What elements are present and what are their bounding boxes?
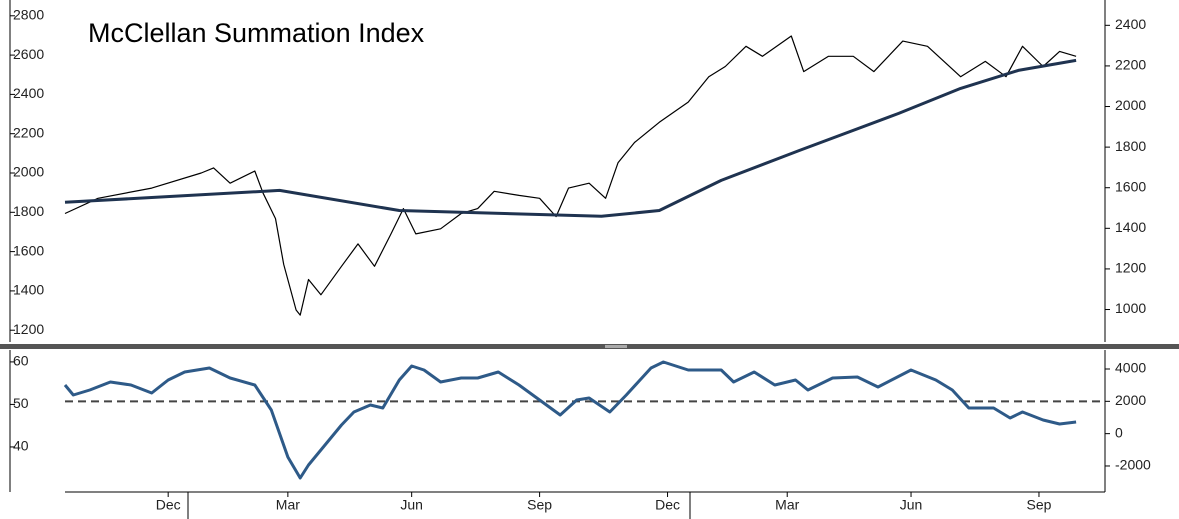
y2-tick-label: 1400: [1115, 219, 1146, 235]
x-tick-label: Mar: [775, 497, 799, 513]
y2-tick-label: 2200: [1115, 57, 1146, 73]
y2-tick-label: 2000: [1115, 97, 1146, 113]
y2-tick-label: 2400: [1115, 16, 1146, 32]
x-tick-label: Dec: [655, 497, 680, 513]
series-line: [64, 35, 1077, 316]
series-line: [63, 360, 1077, 480]
x-tick-label: Dec: [156, 497, 181, 513]
y-tick-label: 40: [13, 438, 29, 454]
y-tick-label: 50: [13, 395, 29, 411]
y-tick-label: 1800: [13, 203, 44, 219]
y2-tick-label: 1600: [1115, 178, 1146, 194]
divider-handle: [605, 345, 627, 348]
x-tick-label: Mar: [276, 497, 300, 513]
y2-tick-label: 1200: [1115, 260, 1146, 276]
y2-tick-label: 4000: [1115, 360, 1146, 376]
y2-tick-label: 1000: [1115, 300, 1146, 316]
x-tick-label: Jun: [900, 497, 923, 513]
y-tick-label: 1400: [13, 282, 44, 298]
y-tick-label: 2600: [13, 46, 44, 62]
y-tick-label: 2200: [13, 124, 44, 140]
y-tick-label: 2000: [13, 164, 44, 180]
x-tick-label: Jun: [400, 497, 423, 513]
y-tick-label: 2400: [13, 85, 44, 101]
y-tick-label: 60: [13, 353, 29, 369]
chart-title: McClellan Summation Index: [88, 18, 425, 48]
y2-tick-label: 2000: [1115, 392, 1146, 408]
series-line: [64, 58, 1077, 218]
panel-divider: [0, 344, 1179, 349]
x-tick-label: Sep: [527, 497, 552, 513]
y2-tick-label: 0: [1115, 424, 1123, 440]
y-tick-label: 1600: [13, 242, 44, 258]
y-tick-label: 2800: [13, 6, 44, 22]
y2-tick-label: 1800: [1115, 138, 1146, 154]
y2-tick-label: -2000: [1115, 457, 1151, 473]
x-tick-label: Sep: [1027, 497, 1052, 513]
y-tick-label: 1200: [13, 321, 44, 337]
